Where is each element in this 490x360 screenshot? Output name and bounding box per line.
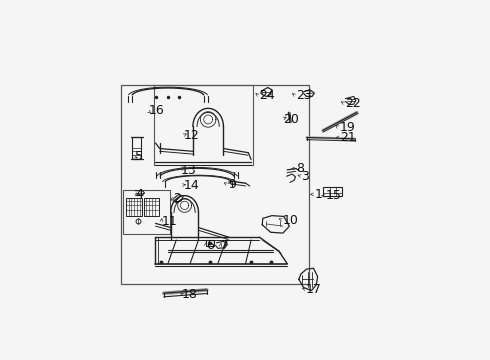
Text: 19: 19 [339,121,355,134]
Bar [206,240,214,246]
Text: 8: 8 [296,162,304,175]
Bar [144,198,159,216]
Bar [132,137,141,159]
Bar [121,85,309,284]
Text: 21: 21 [341,131,356,144]
Bar [323,187,342,196]
Text: 14: 14 [183,179,199,192]
Text: 17: 17 [306,283,322,296]
Text: 18: 18 [181,288,197,301]
Text: 10: 10 [283,213,298,226]
Text: 1: 1 [315,188,323,201]
Text: 16: 16 [148,104,164,117]
Text: 22: 22 [345,97,361,110]
Text: 7: 7 [221,239,229,252]
Text: 3: 3 [301,170,310,183]
Text: 15: 15 [326,189,342,202]
Text: 11: 11 [162,216,177,229]
Bar [153,85,253,165]
Text: 6: 6 [206,239,214,252]
Bar [126,198,142,216]
Text: 13: 13 [180,164,196,177]
Text: 23: 23 [296,89,312,102]
Text: 9: 9 [228,178,236,191]
Text: 4: 4 [135,188,143,201]
Text: 5: 5 [135,150,143,163]
Text: 12: 12 [184,129,200,142]
Text: 2: 2 [173,192,181,205]
Text: 24: 24 [259,89,275,102]
Bar [123,190,170,234]
Text: 20: 20 [283,113,298,126]
